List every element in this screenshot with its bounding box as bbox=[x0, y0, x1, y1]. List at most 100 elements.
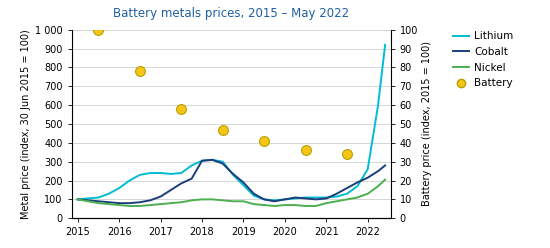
Lithium bbox=[85, 197, 91, 200]
Nickel bbox=[261, 204, 267, 207]
Cobalt bbox=[302, 197, 309, 200]
Cobalt bbox=[344, 186, 350, 189]
Lithium bbox=[116, 186, 123, 189]
Lithium bbox=[250, 194, 257, 197]
Nickel bbox=[116, 204, 123, 207]
Lithium bbox=[95, 196, 102, 199]
Cobalt bbox=[199, 159, 205, 162]
Cobalt bbox=[126, 202, 133, 205]
Cobalt bbox=[230, 172, 236, 175]
Nickel bbox=[333, 200, 340, 203]
Nickel bbox=[271, 205, 278, 208]
Cobalt bbox=[85, 199, 91, 202]
Battery bbox=[218, 128, 227, 132]
Lithium bbox=[333, 195, 340, 198]
Nickel bbox=[157, 203, 164, 206]
Cobalt bbox=[333, 192, 340, 195]
Lithium bbox=[199, 159, 205, 162]
Cobalt bbox=[323, 197, 329, 200]
Lithium bbox=[271, 199, 278, 202]
Lithium bbox=[302, 196, 309, 199]
Nickel bbox=[282, 204, 288, 207]
Nickel bbox=[74, 198, 81, 201]
Lithium bbox=[178, 172, 185, 175]
Cobalt bbox=[209, 158, 216, 161]
Nickel bbox=[365, 192, 371, 195]
Lithium bbox=[136, 173, 143, 176]
Nickel bbox=[344, 198, 350, 201]
Line: Nickel: Nickel bbox=[78, 180, 385, 206]
Cobalt bbox=[271, 200, 278, 203]
Lithium bbox=[230, 173, 236, 176]
Lithium bbox=[282, 198, 288, 201]
Line: Cobalt: Cobalt bbox=[78, 160, 385, 203]
Nickel bbox=[240, 200, 247, 203]
Nickel bbox=[126, 205, 133, 208]
Nickel bbox=[106, 203, 112, 206]
Lithium bbox=[382, 43, 388, 46]
Lithium bbox=[365, 168, 371, 171]
Cobalt bbox=[382, 164, 388, 167]
Nickel bbox=[168, 202, 174, 205]
Cobalt bbox=[188, 177, 195, 180]
Nickel bbox=[375, 185, 381, 188]
Cobalt bbox=[219, 162, 226, 165]
Cobalt bbox=[261, 198, 267, 201]
Lithium bbox=[126, 179, 133, 182]
Cobalt bbox=[354, 181, 361, 184]
Lithium bbox=[375, 104, 381, 107]
Lithium bbox=[323, 196, 329, 199]
Lithium bbox=[106, 192, 112, 195]
Lithium bbox=[292, 197, 299, 200]
Battery bbox=[343, 152, 351, 156]
Nickel bbox=[250, 203, 257, 206]
Cobalt bbox=[282, 198, 288, 201]
Battery bbox=[94, 28, 103, 32]
Battery bbox=[177, 107, 186, 111]
Battery bbox=[135, 69, 144, 73]
Lithium bbox=[261, 198, 267, 201]
Cobalt bbox=[74, 198, 81, 201]
Lithium bbox=[240, 184, 247, 187]
Text: Battery metals prices, 2015 – May 2022: Battery metals prices, 2015 – May 2022 bbox=[113, 7, 349, 20]
Lithium bbox=[209, 158, 216, 161]
Lithium bbox=[219, 160, 226, 163]
Battery bbox=[260, 139, 268, 143]
Nickel bbox=[219, 199, 226, 202]
Lithium bbox=[74, 198, 81, 201]
Cobalt bbox=[292, 196, 299, 199]
Nickel bbox=[323, 202, 329, 205]
Nickel bbox=[85, 200, 91, 203]
Lithium bbox=[168, 172, 174, 175]
Lithium bbox=[354, 185, 361, 188]
Nickel bbox=[292, 204, 299, 207]
Cobalt bbox=[375, 170, 381, 173]
Nickel bbox=[230, 200, 236, 203]
Cobalt bbox=[106, 201, 112, 204]
Cobalt bbox=[312, 198, 319, 201]
Line: Lithium: Lithium bbox=[78, 45, 385, 200]
Cobalt bbox=[157, 195, 164, 198]
Y-axis label: Battery price (index, 2015 = 100): Battery price (index, 2015 = 100) bbox=[422, 41, 432, 207]
Nickel bbox=[199, 198, 205, 201]
Lithium bbox=[157, 172, 164, 175]
Nickel bbox=[209, 198, 216, 201]
Cobalt bbox=[116, 202, 123, 205]
Cobalt bbox=[95, 200, 102, 203]
Lithium bbox=[344, 192, 350, 195]
Nickel bbox=[382, 178, 388, 181]
Cobalt bbox=[168, 188, 174, 191]
Cobalt bbox=[365, 176, 371, 179]
Battery bbox=[301, 148, 310, 152]
Nickel bbox=[188, 199, 195, 202]
Y-axis label: Metal price (index, 30 Jun 2015 = 100): Metal price (index, 30 Jun 2015 = 100) bbox=[21, 29, 31, 219]
Nickel bbox=[136, 205, 143, 208]
Cobalt bbox=[250, 192, 257, 195]
Nickel bbox=[178, 201, 185, 204]
Lithium bbox=[147, 172, 153, 175]
Lithium bbox=[312, 196, 319, 199]
Lithium bbox=[188, 164, 195, 167]
Cobalt bbox=[240, 181, 247, 184]
Cobalt bbox=[136, 201, 143, 204]
Nickel bbox=[302, 205, 309, 208]
